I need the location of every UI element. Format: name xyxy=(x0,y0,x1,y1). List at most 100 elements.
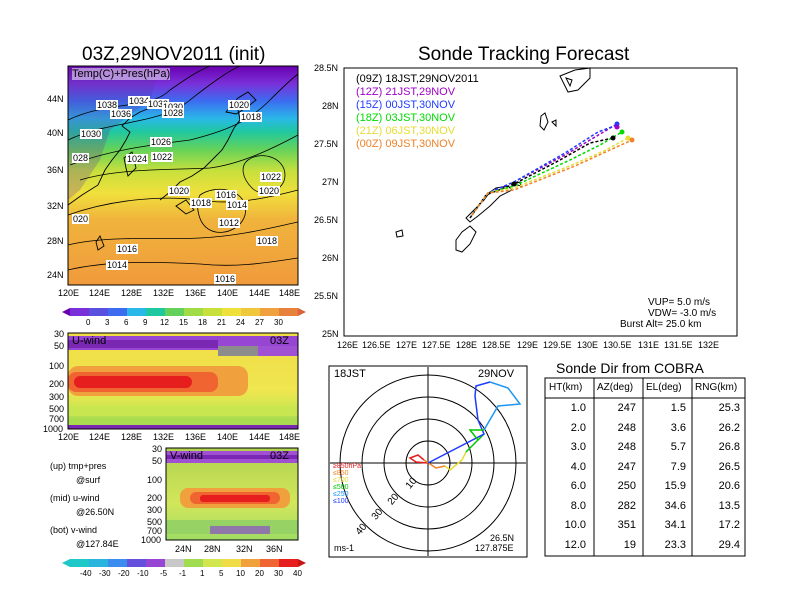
tracking-map xyxy=(343,67,738,337)
x-tick: 24N xyxy=(175,544,192,554)
legend-code: (09Z) xyxy=(356,73,383,85)
lon-label: 128E xyxy=(121,288,143,298)
lon-label: 129.5E xyxy=(543,340,572,350)
legend-code: (12Z) xyxy=(356,86,383,98)
lon-label: 120E xyxy=(58,288,80,298)
legend-code: (00Z) xyxy=(356,138,383,150)
tracking-title: Sonde Tracking Forecast xyxy=(418,44,630,65)
legend-line: @surf xyxy=(76,475,101,485)
table-cell: 20.6 xyxy=(718,480,740,492)
y-tick: 500 xyxy=(147,517,163,527)
table-cell: 12.0 xyxy=(564,538,586,551)
lon-label: 128E xyxy=(456,340,478,350)
x-tick: 128E xyxy=(121,432,143,442)
lat-label: 26N xyxy=(322,253,339,263)
isobar-label: 1018 xyxy=(256,236,279,246)
y-tick: 500 xyxy=(49,404,65,414)
y-tick: 200 xyxy=(49,379,65,389)
colorbar-tick: 3 xyxy=(105,318,110,327)
x-tick: 136E xyxy=(185,432,207,442)
y-tick: 1000 xyxy=(141,535,162,545)
lat-label: 44N xyxy=(47,94,64,104)
table-cell: 7.9 xyxy=(670,460,686,473)
polar-unit: ms-1 xyxy=(334,543,354,553)
y-tick: 700 xyxy=(49,414,65,424)
lon-label: 148E xyxy=(279,288,301,298)
colorbar-tick: 6 xyxy=(124,318,129,327)
level-entry: ≥850hPa xyxy=(333,463,361,470)
legend-time: 21JST,29NOV xyxy=(385,86,456,98)
lat-label: 25.5N xyxy=(314,291,339,301)
x-tick: 132E xyxy=(153,432,175,442)
lon-label: 127E xyxy=(396,340,418,350)
isobar-label: 1034 xyxy=(128,96,151,106)
isobar-label: 1016 xyxy=(215,190,238,200)
table-cell: 1.5 xyxy=(670,402,686,414)
lon-label: 130E xyxy=(577,340,599,350)
table-cell: 3.6 xyxy=(670,421,686,434)
colorbar-tick: -1 xyxy=(179,569,187,578)
x-tick: 144E xyxy=(249,432,271,442)
cobra-table-lines xyxy=(544,377,746,557)
isobar-label: 1036 xyxy=(110,109,133,119)
legend-entry: (09Z) 18JST,29NOV2011 xyxy=(356,73,479,85)
y-tick: 30 xyxy=(54,329,65,339)
legend-time: 03JST,30NOV xyxy=(385,112,456,124)
isobar-label: 1020 xyxy=(228,100,251,110)
lat-label: 27N xyxy=(322,177,339,187)
isobar-label: 1012 xyxy=(218,218,241,228)
isobar-label: 1028 xyxy=(162,108,185,118)
lon-label: 127.5E xyxy=(422,340,451,350)
table-header-cell: EL(deg) xyxy=(646,382,682,393)
level-entry: ≤250 xyxy=(333,491,349,498)
colorbar-tick: 20 xyxy=(255,569,264,578)
colorbar-tick: 0 xyxy=(86,318,91,327)
table-header-cell: AZ(deg) xyxy=(597,382,634,393)
colorbar-tick: 18 xyxy=(198,318,207,327)
colorbar-tick: -20 xyxy=(118,569,130,578)
x-tick: 140E xyxy=(217,432,239,442)
isobar-label: 1026 xyxy=(150,137,173,147)
table-cell: 19 xyxy=(623,538,636,551)
polar-plot xyxy=(328,365,528,558)
lon-label: 136E xyxy=(185,288,207,298)
isobar-label: 1016 xyxy=(214,274,237,284)
legend-line: (bot) v-wind xyxy=(50,525,98,535)
uwind-time: 03Z xyxy=(270,335,289,347)
table-cell: 25.3 xyxy=(718,402,740,414)
table-cell: 247 xyxy=(617,460,636,473)
vwind-panel xyxy=(165,447,299,541)
polar-time-label: 18JST xyxy=(334,368,366,380)
y-tick: 300 xyxy=(147,505,163,515)
table-cell: 1.0 xyxy=(570,402,586,414)
table-cell: 247 xyxy=(617,402,636,414)
y-tick: 50 xyxy=(54,341,65,351)
table-cell: 34.1 xyxy=(664,519,686,531)
colorbar-tick: -30 xyxy=(99,569,111,578)
legend-line: (mid) u-wind xyxy=(50,493,100,503)
lat-label: 27.5N xyxy=(314,139,339,149)
table-cell: 23.3 xyxy=(664,538,686,551)
lat-label: 32N xyxy=(47,201,64,211)
colorbar-tick: 30 xyxy=(274,318,283,327)
table-cell: 3.0 xyxy=(570,441,586,453)
legend-entry: (12Z) 21JST,29NOV xyxy=(356,86,455,98)
lat-label: 28.5N xyxy=(314,63,339,73)
x-tick: 148E xyxy=(279,432,301,442)
lon-label: 144E xyxy=(249,288,271,298)
level-entry: ≤850 xyxy=(333,470,349,477)
colorbar-tick: 21 xyxy=(217,318,226,327)
y-tick: 200 xyxy=(147,493,163,503)
lon-label: 129E xyxy=(517,340,539,350)
level-entry: ≤100 xyxy=(333,498,349,505)
isobar-label: 1032 xyxy=(147,99,170,109)
legend-time: 09JST,30NOV xyxy=(385,138,456,150)
table-header-cell: HT(km) xyxy=(549,382,583,393)
y-tick: 100 xyxy=(49,361,65,371)
isobar-label: 1020 xyxy=(168,186,191,196)
table-cell: 15.9 xyxy=(664,480,686,492)
colorbar-tick: 9 xyxy=(143,318,148,327)
vwind-time: 03Z xyxy=(270,450,289,462)
colorbar-tick: 30 xyxy=(274,569,283,578)
x-tick: 120E xyxy=(58,432,80,442)
